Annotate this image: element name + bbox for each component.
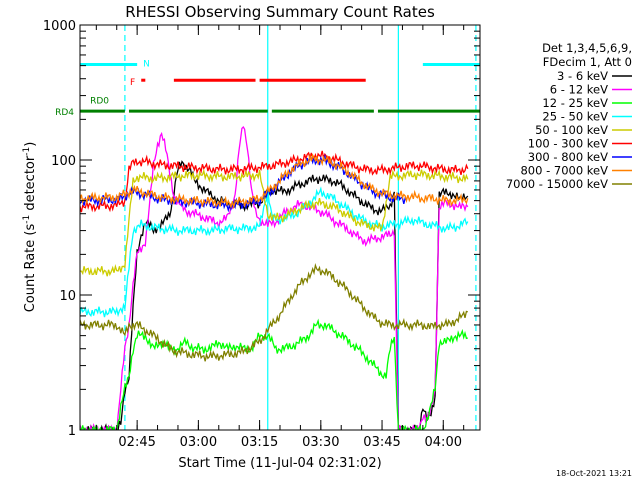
- status-label-n: N: [143, 59, 150, 69]
- legend: Det 1,3,4,5,6,9, FDecim 1, Att 0 3 - 6 k…: [506, 41, 632, 191]
- y-axis-label: Count Rate (s-1 detector-1): [22, 142, 38, 313]
- x-axis-label: Start Time (11-Jul-04 02:31:02): [178, 456, 381, 471]
- legend-label: 7000 - 15000 keV: [506, 177, 608, 191]
- legend-header-line-2: FDecim 1, Att 0: [543, 55, 632, 69]
- series-line-9: [80, 262, 468, 362]
- legend-header-line-1: Det 1,3,4,5,6,9,: [542, 41, 632, 55]
- x-tick-label: 03:15: [241, 435, 278, 450]
- chart-title: RHESSI Observing Summary Count Rates: [125, 3, 435, 21]
- status-label-rd4: RD4: [55, 108, 74, 118]
- y-tick-label: 10: [59, 289, 76, 304]
- legend-label: 25 - 50 keV: [542, 110, 608, 124]
- legend-label: 50 - 100 keV: [535, 123, 608, 137]
- legend-label: 3 - 6 keV: [557, 69, 608, 83]
- series-line-4: [80, 186, 469, 318]
- y-tick-label: 1: [68, 424, 76, 439]
- y-axis-label-end: ): [23, 142, 38, 147]
- y-axis-label-sup2: -1: [22, 147, 32, 156]
- legend-label: 6 - 12 keV: [550, 83, 608, 97]
- series-line-6: [80, 150, 469, 213]
- legend-label: 800 - 7000 keV: [520, 164, 608, 178]
- x-tick-label: 03:30: [302, 435, 339, 450]
- x-tick-label: 04:00: [425, 435, 462, 450]
- y-axis-label-sup: -1: [22, 215, 32, 224]
- series-line-8: [80, 153, 469, 210]
- series-line-5: [80, 168, 469, 277]
- legend-label: 300 - 800 keV: [528, 150, 608, 164]
- x-tick-label: 03:45: [363, 435, 400, 450]
- x-tick-label: 02:45: [118, 435, 155, 450]
- y-tick-label: 100: [51, 154, 76, 169]
- status-label-rd0: RD0: [90, 97, 109, 107]
- footer-date: 18-Oct-2021 13:21: [556, 469, 632, 478]
- series-line-3: [80, 318, 468, 430]
- y-axis-label-main: Count Rate (s: [23, 224, 38, 313]
- legend-label: 12 - 25 keV: [542, 96, 608, 110]
- status-label-f: F: [130, 78, 135, 88]
- y-axis-label-mid: detector: [23, 155, 38, 215]
- legend-label: 100 - 300 keV: [528, 137, 608, 151]
- x-tick-label: 03:00: [180, 435, 217, 450]
- y-tick-label: 1000: [43, 19, 76, 34]
